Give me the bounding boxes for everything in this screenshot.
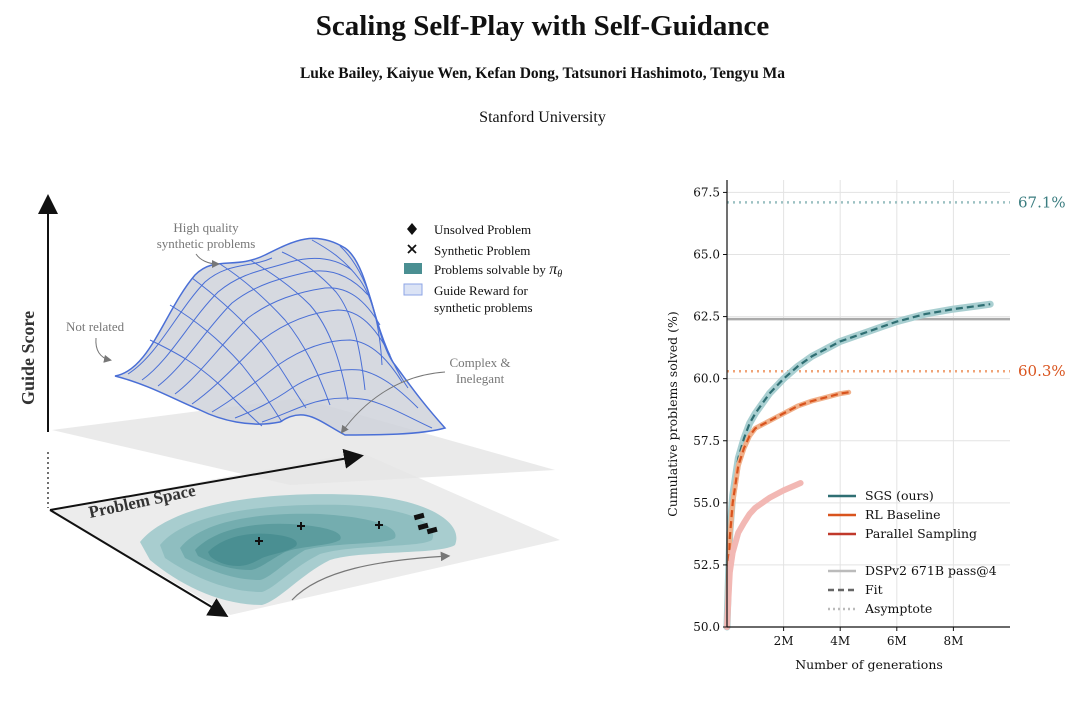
solvable-region xyxy=(140,494,457,605)
complex-arrow xyxy=(340,371,446,434)
legend-label: SGS (ours) xyxy=(865,488,934,503)
not-related-arrow xyxy=(95,337,112,363)
series-fit-line xyxy=(725,303,991,628)
asymptote-label: 60.3% xyxy=(1018,362,1066,380)
solvable-legend-icon xyxy=(404,263,422,274)
guide-reward-surface xyxy=(114,237,447,436)
unsolved-legend-label: Unsolved Problem xyxy=(434,222,531,237)
asymptote-label: 67.1% xyxy=(1018,193,1066,211)
synthetic-legend-icon xyxy=(407,244,417,254)
axis-layer: 50.0 52.5 55.0 57.5 60.0 62.5 65.0 67.5 2M 4M 6M 8M xyxy=(693,180,1010,648)
complex-label-1: Complex & xyxy=(449,355,510,370)
legend-label: RL Baseline xyxy=(865,507,941,522)
high-quality-label-1: High quality xyxy=(173,220,239,235)
y-tick-label: 50.0 xyxy=(693,620,720,634)
concept-figure-svg: High quality synthetic problems Not rela… xyxy=(18,194,562,618)
series-fit-line xyxy=(725,391,849,628)
chart-legend: SGS (ours) RL Baseline Parallel Sampling DS… xyxy=(828,488,997,616)
y-tick-label: 52.5 xyxy=(693,558,720,572)
x-axis xyxy=(49,448,364,511)
concept-figure: High quality synthetic problems Not rela… xyxy=(0,160,600,698)
not-related-label: Not related xyxy=(66,319,125,334)
series-band xyxy=(724,480,804,630)
y-tick-label: 62.5 xyxy=(693,310,720,324)
synthetic-legend-label: Synthetic Problem xyxy=(434,243,530,258)
x-tick-label: 8M xyxy=(943,634,963,648)
legend-label: DSPv2 671B pass@4 xyxy=(865,563,997,578)
y-tick-label: 60.0 xyxy=(693,372,720,386)
synthetic-problem-markers xyxy=(255,521,383,545)
paper-authors: Luke Bailey, Kaiyue Wen, Kefan Dong, Tat… xyxy=(299,65,786,82)
unsolved-legend-icon xyxy=(407,223,417,235)
series-band xyxy=(723,300,994,631)
high-quality-label-2: synthetic problems xyxy=(157,236,256,251)
guide-legend-label-2: synthetic problems xyxy=(434,300,533,315)
series-layer xyxy=(723,300,994,631)
x-tick-label: 6M xyxy=(887,634,907,648)
paper-affiliation: Stanford University xyxy=(479,109,606,126)
y-tick-label: 67.5 xyxy=(693,185,720,199)
legend-label: Asymptote xyxy=(864,601,932,616)
complex-label-2: Inelegant xyxy=(456,371,505,386)
x-tick-label: 2M xyxy=(774,634,794,648)
results-chart-svg: 50.0 52.5 55.0 57.5 60.0 62.5 65.0 67.5 2M 4M 6M 8M… xyxy=(665,180,1066,672)
high-quality-arrow xyxy=(195,253,220,268)
y-tick-label: 65.0 xyxy=(693,248,720,262)
results-chart: 50.0 52.5 55.0 57.5 60.0 62.5 65.0 67.5 2M 4M 6M 8M… xyxy=(600,160,1085,698)
paper-title: Scaling Self-Play with Self-Guidance xyxy=(315,10,770,42)
solvable-legend-label: Problems solvable by πθ xyxy=(434,261,562,280)
chart-xlabel: Number of generations xyxy=(795,657,943,672)
asymptote-labels: 67.1% 60.3% xyxy=(1018,193,1066,380)
guide-legend-label-1: Guide Reward for xyxy=(434,283,529,298)
reference-layer xyxy=(727,201,1010,373)
z-axis xyxy=(49,509,229,618)
legend-label: Fit xyxy=(865,582,883,597)
concept-legend: Unsolved Problem Synthetic Problem Probl… xyxy=(403,222,562,315)
y-tick-label: 55.0 xyxy=(693,496,720,510)
guide-plane-upper xyxy=(52,398,555,485)
chart-ylabel: Cumulative problems solved (%) xyxy=(665,311,680,517)
guide-legend-icon xyxy=(403,283,423,296)
flow-arrow xyxy=(291,551,451,601)
guide-score-label: Guide Score xyxy=(18,311,38,405)
y-tick-label: 57.5 xyxy=(693,434,720,448)
legend-label: Parallel Sampling xyxy=(865,526,977,541)
x-tick-label: 4M xyxy=(830,634,850,648)
grid-layer xyxy=(727,180,1010,628)
